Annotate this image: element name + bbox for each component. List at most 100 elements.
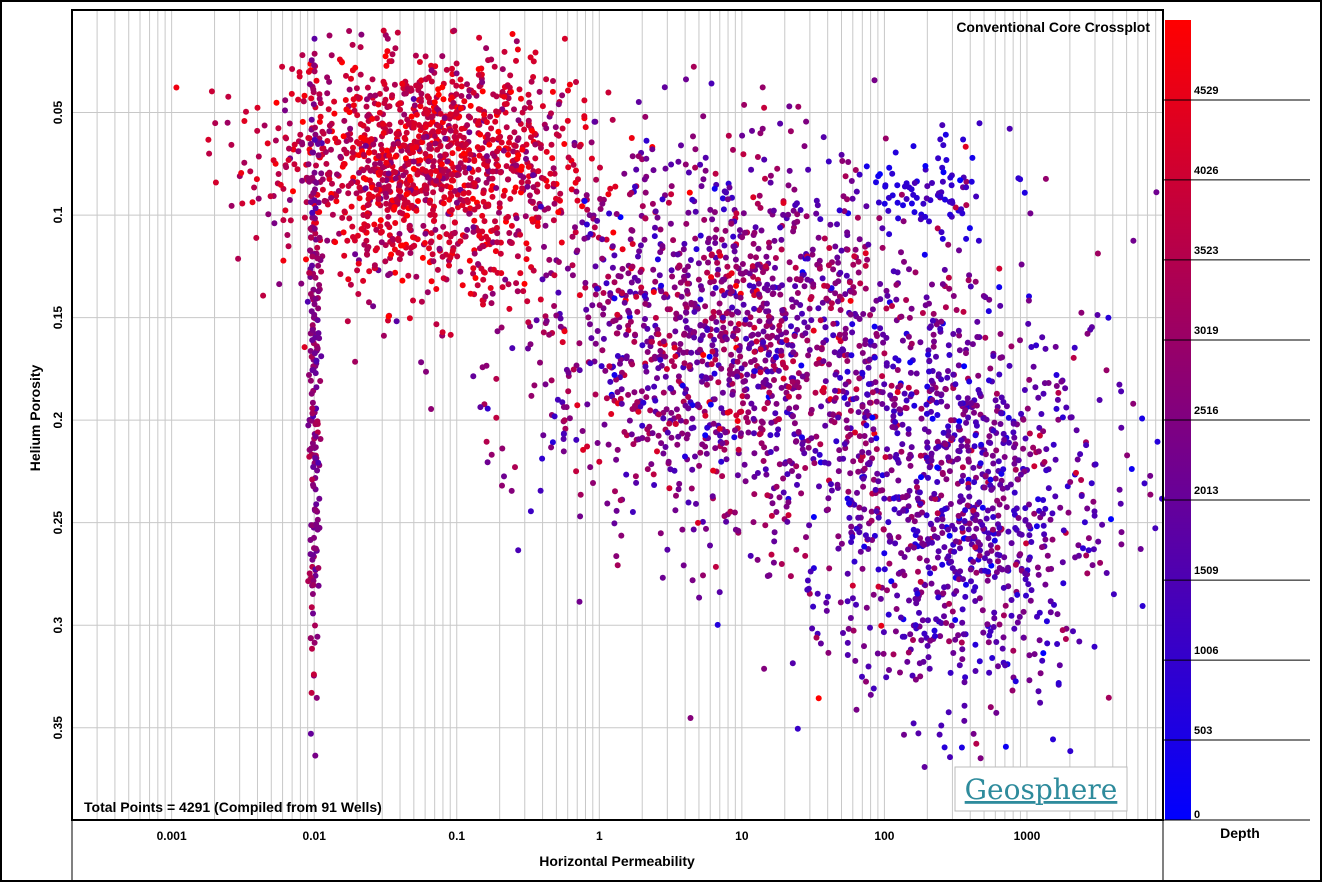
- scatter-point: [871, 342, 878, 349]
- scatter-point: [507, 195, 514, 202]
- scatter-point: [432, 226, 439, 233]
- scatter-point: [625, 391, 632, 398]
- scatter-point: [885, 207, 892, 214]
- scatter-point: [1139, 415, 1146, 422]
- scatter-point: [561, 141, 568, 147]
- scatter-point: [938, 722, 945, 729]
- scatter-point: [1025, 320, 1032, 327]
- scatter-point: [564, 265, 571, 272]
- scatter-point: [299, 139, 305, 146]
- scatter-point: [448, 207, 455, 213]
- scatter-point: [1023, 540, 1030, 547]
- scatter-point: [747, 552, 754, 559]
- scatter-point: [791, 186, 798, 193]
- scatter-point: [881, 350, 888, 357]
- scatter-point: [795, 473, 802, 480]
- scatter-point: [828, 300, 835, 307]
- scatter-point: [309, 337, 316, 344]
- scatter-point: [379, 177, 386, 183]
- scatter-point: [610, 229, 617, 236]
- scatter-point: [549, 439, 556, 446]
- scatter-point: [543, 272, 550, 279]
- scatter-point: [786, 167, 793, 174]
- scatter-point: [984, 621, 991, 628]
- scatter-point: [986, 433, 993, 440]
- scatter-point: [611, 295, 618, 302]
- scatter-point: [305, 422, 312, 429]
- scatter-point: [364, 84, 371, 91]
- scatter-point: [348, 180, 355, 187]
- scatter-point: [1116, 381, 1123, 388]
- scatter-point: [318, 353, 325, 360]
- scatter-point: [272, 137, 279, 144]
- scatter-point: [617, 395, 624, 402]
- scatter-point: [657, 356, 664, 363]
- scatter-point: [826, 361, 832, 368]
- scatter-point: [550, 180, 557, 187]
- scatter-point: [749, 331, 756, 338]
- scatter-point: [711, 209, 718, 216]
- scatter-point: [383, 85, 390, 92]
- scatter-point: [928, 450, 935, 457]
- scatter-point: [941, 544, 948, 551]
- y-axis-label: Helium Porosity: [27, 365, 43, 472]
- scatter-point: [907, 462, 914, 469]
- scatter-point: [310, 189, 317, 196]
- scatter-point: [475, 71, 482, 78]
- scatter-point: [393, 130, 400, 137]
- scatter-point: [856, 342, 863, 349]
- scatter-point: [767, 172, 774, 179]
- scatter-point: [410, 158, 417, 165]
- scatter-point: [965, 277, 972, 284]
- scatter-point: [1000, 634, 1007, 641]
- scatter-point: [739, 234, 746, 241]
- scatter-point: [516, 86, 523, 93]
- scatter-point: [887, 392, 894, 399]
- scatter-point: [842, 173, 849, 180]
- scatter-point: [343, 150, 350, 157]
- scatter-point: [663, 406, 670, 413]
- scatter-point: [329, 211, 336, 218]
- scatter-point: [708, 315, 715, 322]
- scatter-point: [435, 91, 442, 98]
- scatter-point: [629, 361, 636, 368]
- x-tick-label: 0.01: [303, 829, 327, 843]
- scatter-point: [414, 139, 421, 146]
- scatter-point: [956, 418, 963, 425]
- scatter-point: [517, 172, 524, 179]
- scatter-point: [771, 529, 778, 536]
- scatter-point: [757, 425, 764, 432]
- scatter-point: [774, 334, 780, 341]
- scatter-point: [310, 610, 316, 617]
- scatter-point: [908, 305, 915, 312]
- scatter-point: [1118, 529, 1125, 536]
- scatter-point: [893, 281, 900, 288]
- scatter-point: [422, 124, 429, 130]
- scatter-point: [907, 451, 914, 458]
- scatter-point: [446, 262, 452, 269]
- scatter-point: [454, 253, 461, 260]
- scatter-point: [351, 107, 358, 114]
- x-tick-label: 100: [874, 829, 894, 843]
- scatter-point: [883, 674, 890, 681]
- scatter-point: [314, 418, 321, 425]
- scatter-point: [317, 113, 324, 120]
- scatter-point: [450, 99, 457, 106]
- scatter-point: [918, 415, 925, 422]
- scatter-point: [922, 213, 929, 220]
- scatter-point: [530, 172, 536, 179]
- scatter-point: [939, 516, 946, 523]
- scatter-point: [475, 120, 482, 127]
- scatter-point: [990, 460, 997, 467]
- scatter-point: [774, 165, 781, 172]
- scatter-point: [886, 164, 893, 171]
- scatter-point: [487, 113, 494, 120]
- scatter-point: [914, 495, 921, 502]
- scatter-point: [813, 197, 820, 204]
- scatter-point: [970, 464, 977, 471]
- scatter-point: [502, 276, 509, 283]
- scatter-point: [366, 177, 373, 184]
- scatter-point: [745, 429, 752, 436]
- scatter-point: [1010, 420, 1017, 427]
- scatter-point: [778, 352, 785, 359]
